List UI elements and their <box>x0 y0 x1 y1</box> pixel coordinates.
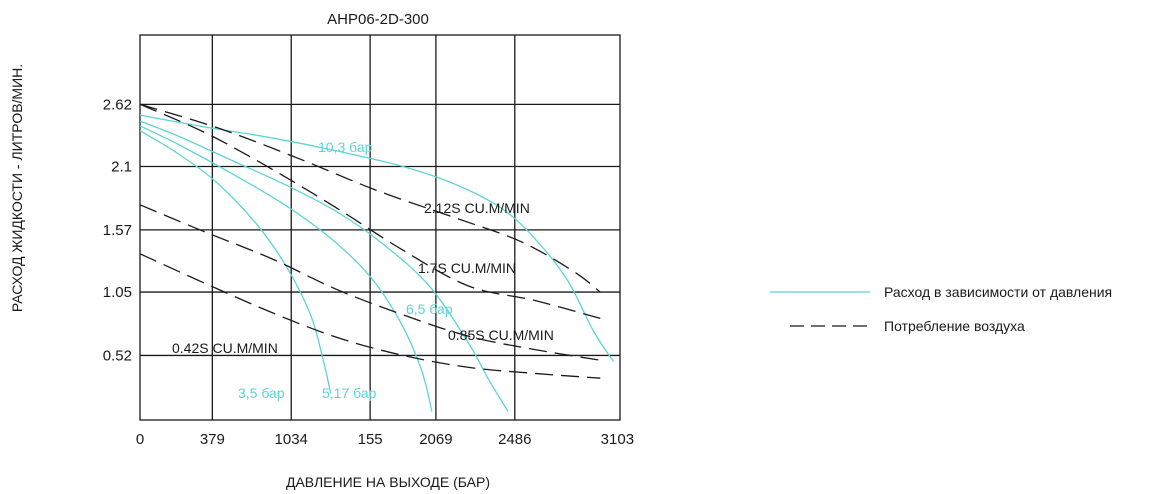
chart-title: AHP06-2D-300 <box>327 11 429 28</box>
x-tick-label: 2486 <box>498 431 531 448</box>
series-label: 1.7S CU.M/MIN <box>418 260 516 276</box>
series-line-air <box>139 103 601 293</box>
legend-label-air: Потребление воздуха <box>884 318 1025 334</box>
y-tick-label: 1.57 <box>103 222 132 239</box>
series-label: 10,3 бар <box>318 139 373 155</box>
series-label: 3,5 бар <box>238 385 285 401</box>
series-line-flow <box>139 130 332 394</box>
plot-frame <box>139 34 621 421</box>
series-line-air <box>139 204 601 361</box>
x-axis-label: ДАВЛЕНИЕ НА ВЫХОДЕ (БАР) <box>286 474 490 490</box>
y-tick-label: 1.05 <box>103 284 132 301</box>
series-lines <box>139 103 614 412</box>
series-label: 2.12S CU.M/MIN <box>424 200 530 216</box>
series-label: 5,17 бар <box>322 385 377 401</box>
series-label: 0.85S CU.M/MIN <box>448 327 554 343</box>
tick-labels: 0 379 1034 155 2069 2486 3103 0.52 1.05 1.57 2.1 2.… <box>103 96 634 448</box>
x-tick-label: 3103 <box>601 431 634 448</box>
y-tick-label: 2.1 <box>111 159 132 176</box>
x-tick-label: 1034 <box>275 431 308 448</box>
y-axis-label: РАСХОД ЖИДКОСТИ - ЛИТРОВ/МИН. <box>9 64 25 312</box>
x-tick-label: 379 <box>200 431 225 448</box>
grid <box>139 34 621 421</box>
series-label: 0.42S CU.M/MIN <box>172 340 278 356</box>
series-label: 6,5 бар <box>406 301 453 317</box>
x-tick-label: 155 <box>358 431 383 448</box>
legend-label-flow: Расход в зависимости от давления <box>884 284 1112 300</box>
y-tick-label: 0.52 <box>103 347 132 364</box>
series-line-flow <box>139 114 614 362</box>
x-tick-label: 0 <box>136 431 144 448</box>
series-line-flow <box>139 120 509 412</box>
series-labels: 10,3 бар 6,5 бар 5,17 бар 3,5 бар 2.12S CU.M… <box>172 139 554 401</box>
series-line-flow <box>139 125 433 412</box>
x-tick-label: 2069 <box>419 431 452 448</box>
legend: Расход в зависимости от давления Потребл… <box>770 284 1112 334</box>
series-line-air <box>139 103 601 320</box>
series-line-air <box>139 253 601 379</box>
y-tick-label: 2.62 <box>103 96 132 113</box>
